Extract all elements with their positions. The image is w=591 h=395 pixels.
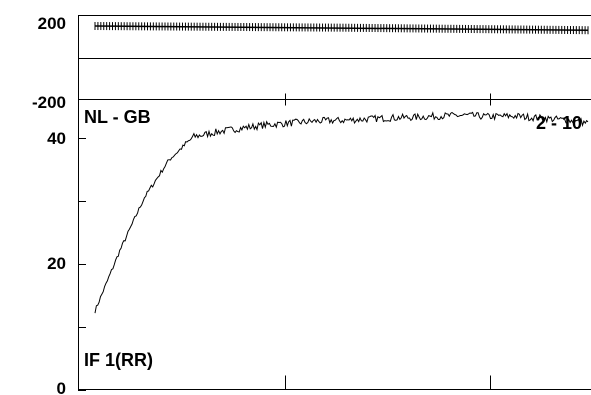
if-label: IF 1(RR) [84,350,153,370]
phase-tick-label-minus200: -200 [32,93,66,112]
amplitude-panel-frame [78,99,591,390]
phase-tick-label-200: 200 [38,14,66,33]
phase-series [94,22,589,35]
amp-tick-label-20: 20 [47,254,66,273]
phase-series-line [94,25,589,31]
amplitude-axis-ticks [78,138,86,391]
amp-tick-label-0: 0 [57,379,66,395]
x-axis-ticks [285,93,491,390]
baseline-label: NL - GB [84,107,151,127]
amp-tick-label-40: 40 [47,129,66,148]
baseline-range-label: 2 - 10 [536,113,582,133]
amplitude-series-line [94,111,589,314]
